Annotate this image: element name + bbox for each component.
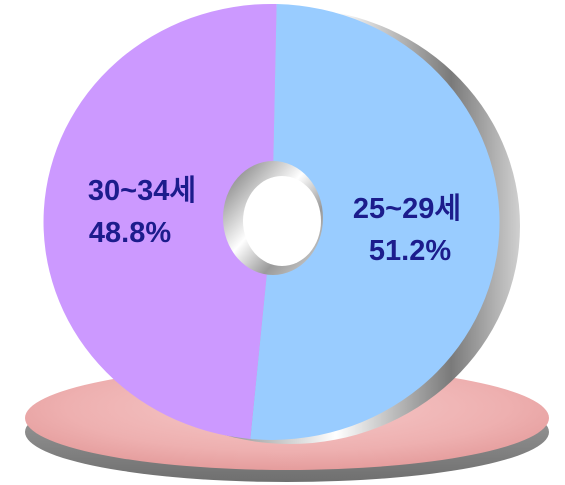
label-25-29-percent: 51.2% [369,235,451,267]
slices-group [43,3,500,440]
donut-hole [243,176,321,266]
label-30-34-category: 30~34세 [88,174,196,207]
pie-slice-1 [43,3,277,440]
pie-slice-0 [250,4,500,440]
label-30-34-percent: 48.8% [89,217,171,249]
label-25-29-category: 25~29세 [353,192,461,225]
